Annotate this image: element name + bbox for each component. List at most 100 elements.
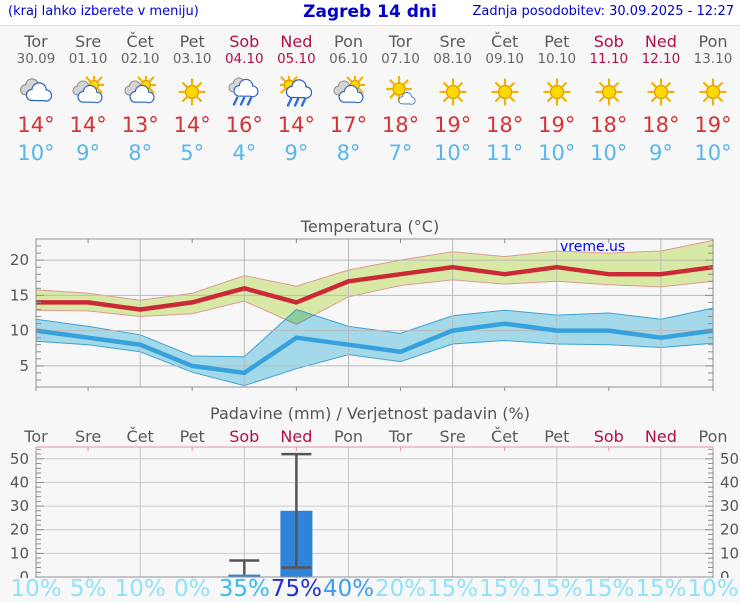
day-date: 01.10 bbox=[68, 51, 108, 67]
day-date: 12.10 bbox=[641, 51, 681, 67]
forecast-day-čet-09.10[interactable]: Čet 09.10 18° 11° bbox=[479, 25, 531, 170]
min-temp-value: 4° bbox=[232, 141, 257, 165]
day-name: Pet bbox=[179, 32, 205, 51]
menu-hint-note: (kraj lahko izberete v meniju) bbox=[8, 4, 199, 19]
precip-probability-value: 75% bbox=[270, 576, 322, 602]
precip-day-label: Čet bbox=[491, 427, 519, 446]
precip-ytick-right: 0 bbox=[720, 568, 730, 578]
last-update-text: Zadnja posodobitev: 30.09.2025 - 12:27 bbox=[472, 4, 734, 19]
precip-day-label: Sob bbox=[229, 427, 260, 446]
precip-ytick-left: 20 bbox=[10, 521, 29, 539]
day-date: 02.10 bbox=[120, 51, 160, 67]
precip-day-label: Čet bbox=[126, 427, 154, 446]
forecast-day-ned-12.10[interactable]: Ned 12.10 18° 9° bbox=[635, 25, 687, 170]
forecast-day-sre-08.10[interactable]: Sre 08.10 19° 10° bbox=[427, 25, 479, 170]
forecast-day-pet-10.10[interactable]: Pet 10.10 19° 10° bbox=[531, 25, 583, 170]
day-name: Čet bbox=[491, 32, 519, 51]
sunny-icon bbox=[437, 76, 469, 108]
precip-day-label: Ned bbox=[644, 427, 677, 446]
day-name: Tor bbox=[24, 32, 48, 51]
forecast-day-sob-11.10[interactable]: Sob 11.10 18° 10° bbox=[583, 25, 635, 170]
forecast-day-tor-07.10[interactable]: Tor 07.10 18° 7° bbox=[375, 25, 427, 170]
forecast-day-pon-06.10[interactable]: Pon 06.10 17° 8° bbox=[323, 25, 375, 170]
min-temp-value: 10° bbox=[694, 141, 732, 165]
day-name: Sre bbox=[74, 32, 102, 51]
watermark-link[interactable]: vreme.us bbox=[560, 239, 626, 255]
precip-day-label: Tor bbox=[388, 427, 413, 446]
min-temp-line bbox=[35, 321, 714, 376]
forecast-day-pet-03.10[interactable]: Pet 03.10 14° 5° bbox=[166, 25, 218, 170]
min-temp-value: 8° bbox=[336, 141, 361, 165]
max-temp-value: 18° bbox=[642, 113, 680, 137]
min-temp-value: 10° bbox=[538, 141, 576, 165]
precip-day-label: Pet bbox=[179, 427, 205, 446]
precip-day-label: Ned bbox=[280, 427, 313, 446]
max-temp-line bbox=[36, 264, 714, 312]
day-date: 04.10 bbox=[224, 51, 264, 67]
partly-icon bbox=[72, 73, 106, 108]
sun-shower-icon bbox=[277, 73, 313, 108]
min-temp-value: 10° bbox=[17, 141, 55, 165]
day-date: 08.10 bbox=[433, 51, 472, 67]
day-date: 05.10 bbox=[277, 51, 316, 67]
precip-ytick-right: 40 bbox=[720, 474, 739, 492]
precip-day-label: Sre bbox=[439, 427, 466, 446]
precip-probability-value: 35% bbox=[218, 576, 270, 602]
forecast-day-pon-13.10[interactable]: Pon 13.10 19° 10° bbox=[687, 25, 739, 170]
day-name: Čet bbox=[126, 32, 154, 51]
max-temp-value: 19° bbox=[433, 113, 472, 137]
forecast-day-ned-05.10[interactable]: Ned 05.10 14° 9° bbox=[270, 25, 322, 170]
precipitation-chart-title: Padavine (mm) / Verjetnost padavin (%) bbox=[210, 404, 530, 423]
precip-probability-value: 10% bbox=[114, 576, 166, 602]
forecast-day-tor-30.09[interactable]: Tor 30.09 14° 10° bbox=[10, 25, 62, 170]
precip-day-label: Pon bbox=[698, 427, 728, 446]
min-temp-value: 10° bbox=[433, 141, 472, 165]
max-temp-band bbox=[36, 240, 713, 325]
sunny-icon bbox=[176, 76, 208, 108]
precip-ytick-right: 10 bbox=[720, 544, 739, 562]
precip-ytick-left: 10 bbox=[10, 544, 29, 562]
min-temp-value: 8° bbox=[128, 141, 153, 165]
max-temp-value: 14° bbox=[277, 113, 315, 137]
temp-ytick-label: 20 bbox=[10, 251, 29, 269]
precip-probability-value: 20% bbox=[374, 576, 427, 602]
max-temp-value: 14° bbox=[17, 113, 55, 137]
precip-bar bbox=[228, 574, 261, 577]
min-temp-value: 11° bbox=[486, 141, 524, 165]
day-date: 11.10 bbox=[589, 51, 629, 67]
precipitation-chart: 0 0 10 10 20 20 30 30 40 40 50 50 bbox=[10, 446, 739, 578]
precip-day-label: Pon bbox=[333, 427, 363, 446]
day-name: Ned bbox=[280, 32, 313, 51]
day-date: 09.10 bbox=[485, 51, 525, 67]
precip-probability-value: 5% bbox=[69, 576, 107, 602]
day-date: 07.10 bbox=[381, 51, 420, 67]
day-date: 10.10 bbox=[537, 51, 577, 67]
day-name: Tor bbox=[388, 32, 413, 51]
min-temp-value: 7° bbox=[388, 141, 413, 165]
precip-day-label: Sre bbox=[74, 427, 102, 446]
max-temp-value: 14° bbox=[69, 113, 107, 137]
forecast-day-sob-04.10[interactable]: Sob 04.10 16° 4° bbox=[218, 25, 270, 170]
sunny-icon bbox=[541, 76, 573, 108]
precip-day-label: Tor bbox=[24, 427, 48, 446]
max-temp-value: 14° bbox=[173, 113, 211, 137]
forecast-day-čet-02.10[interactable]: Čet 02.10 13° 8° bbox=[114, 25, 166, 170]
min-temp-value: 9° bbox=[284, 141, 309, 165]
forecast-strip: Tor 30.09 14° 10° Sre 01.10 14° 9° Čet 02.10 13° 8°… bbox=[0, 25, 740, 170]
forecast-day-sre-01.10[interactable]: Sre 01.10 14° 9° bbox=[62, 25, 114, 170]
day-name: Ned bbox=[644, 32, 677, 51]
precip-ytick-right: 30 bbox=[720, 497, 739, 515]
precip-ytick-right: 20 bbox=[720, 521, 739, 539]
day-date: 06.10 bbox=[329, 51, 368, 67]
sunny-icon bbox=[489, 76, 521, 108]
precip-ytick-left: 0 bbox=[19, 568, 29, 578]
max-temp-value: 19° bbox=[694, 113, 732, 137]
sunny-icon bbox=[697, 76, 729, 108]
precip-probability-value: 10% bbox=[687, 576, 739, 602]
day-name: Sob bbox=[593, 32, 624, 51]
page-header: (kraj lahko izberete v meniju) Zagreb 14… bbox=[0, 0, 740, 26]
day-name: Pet bbox=[544, 32, 570, 51]
max-temp-value: 18° bbox=[590, 113, 628, 137]
precip-day-label: Pet bbox=[544, 427, 570, 446]
